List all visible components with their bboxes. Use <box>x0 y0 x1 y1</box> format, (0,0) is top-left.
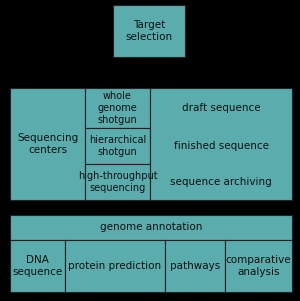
Text: finished sequence: finished sequence <box>173 141 268 151</box>
Bar <box>10 240 65 292</box>
Bar <box>10 88 85 200</box>
Text: draft sequence: draft sequence <box>182 103 260 113</box>
Text: protein prediction: protein prediction <box>68 261 162 271</box>
Bar <box>113 5 185 57</box>
Text: Target
selection: Target selection <box>125 20 172 42</box>
Text: DNA
sequence: DNA sequence <box>12 255 63 277</box>
Text: high-throughput
sequencing: high-throughput sequencing <box>78 171 157 193</box>
Bar <box>85 88 150 128</box>
Text: whole
genome
shotgun: whole genome shotgun <box>98 92 137 125</box>
Text: sequence archiving: sequence archiving <box>170 177 272 187</box>
Bar <box>165 240 225 292</box>
Bar <box>150 88 292 200</box>
Bar <box>225 240 292 292</box>
Text: Sequencing
centers: Sequencing centers <box>17 133 78 155</box>
Bar <box>10 88 292 200</box>
Bar <box>10 215 292 240</box>
Text: pathways: pathways <box>170 261 220 271</box>
Bar <box>85 128 150 164</box>
Text: comparative
analysis: comparative analysis <box>226 255 291 277</box>
Bar <box>85 164 150 200</box>
Text: hierarchical
shotgun: hierarchical shotgun <box>89 135 146 157</box>
Text: genome annotation: genome annotation <box>100 222 202 232</box>
Bar <box>65 240 165 292</box>
